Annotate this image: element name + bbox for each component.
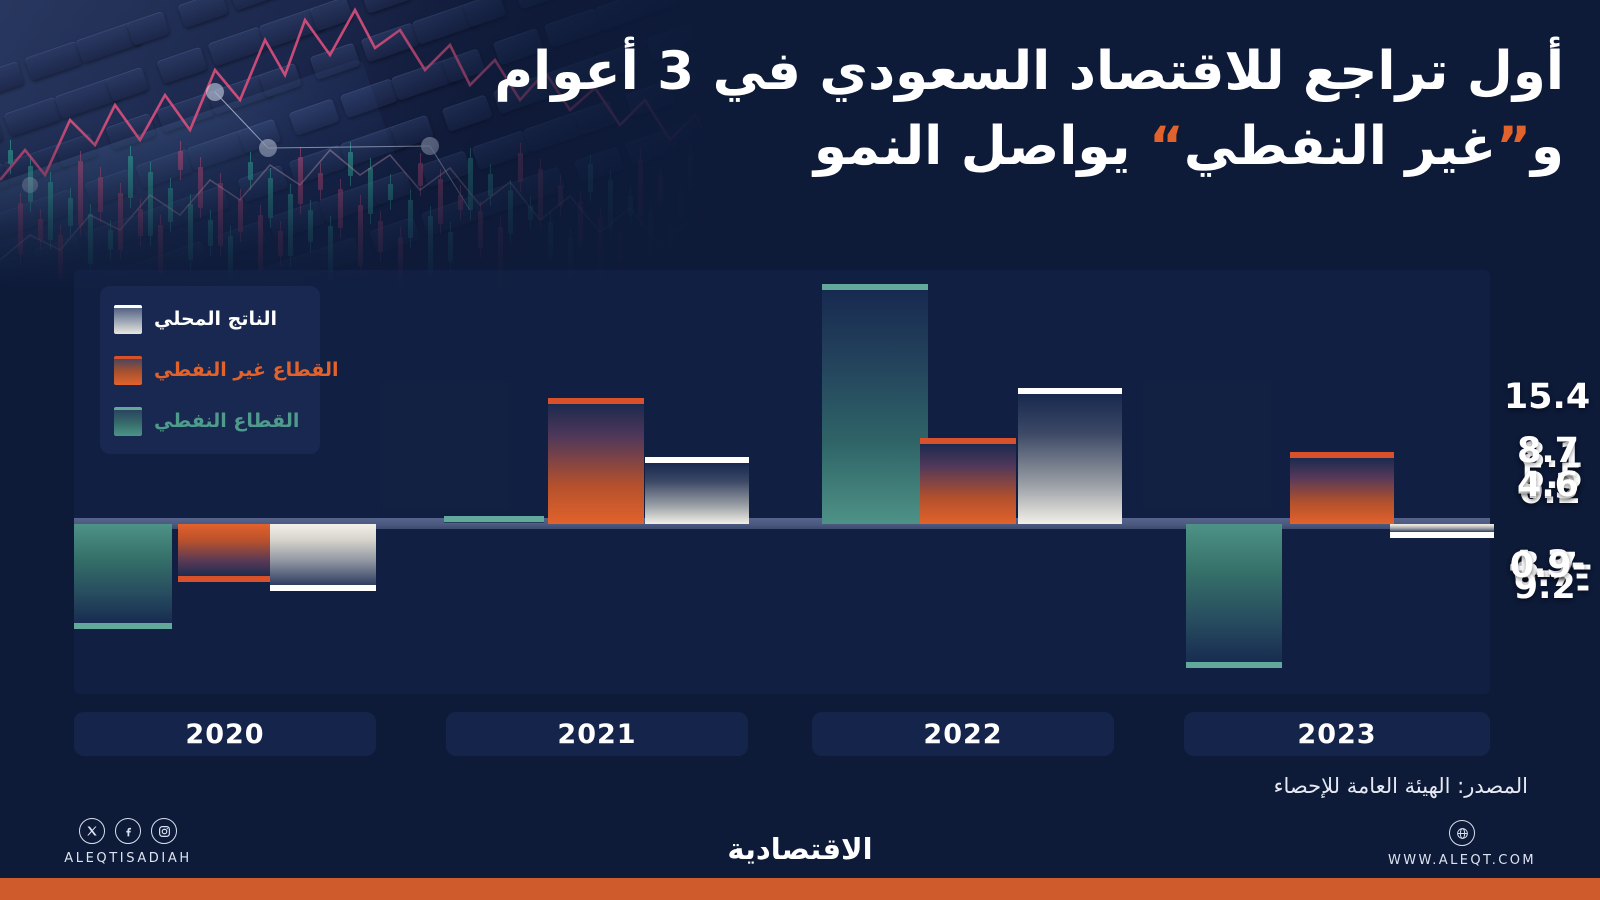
footer-website-text: WWW.ALEQT.COM: [1387, 853, 1537, 868]
footer-brand-handle: ALEQTISADIAH: [64, 851, 192, 866]
hero-background-image: [0, 0, 760, 290]
year-pill-2022[interactable]: 2022: [812, 712, 1114, 756]
year-axis: 2020 2021 2022 2023: [74, 712, 1490, 756]
footer-logo: الاقتصادية: [0, 832, 1600, 866]
title-highlight: غير النفطي: [1183, 116, 1497, 178]
footer-logo-text: الاقتصادية: [727, 832, 873, 866]
bar-value-gdp-2020: 4.3-: [1508, 544, 1586, 585]
legend-label-oil: القطاع النفطي: [154, 410, 300, 432]
footer: ALEQTISADIAH الاقتصادية WWW.ALEQT.COM: [0, 810, 1600, 878]
facebook-icon[interactable]: [115, 818, 141, 844]
legend-item-gdp[interactable]: الناتج المحلي: [114, 304, 306, 334]
chart-legend: الناتج المحلي القطاع غير النفطي القطاع ا…: [100, 286, 339, 454]
footer-website-block: WWW.ALEQT.COM: [1342, 820, 1582, 868]
bar-value-oil-2020: 6.7-: [1512, 555, 1590, 596]
title-suffix: يواصل النمو: [813, 116, 1149, 178]
year-pill-2020[interactable]: 2020: [74, 712, 376, 756]
bar-value-gdp-2022: 8.7: [1516, 431, 1579, 472]
hero-fade-overlay: [0, 0, 760, 290]
legend-swatch-gdp-icon: [114, 304, 142, 334]
year-pill-2023[interactable]: 2023: [1184, 712, 1490, 756]
bar-value-nonoil-2020: 3.7-: [1515, 546, 1593, 586]
bar-value-oil-2021: 0.2: [1518, 472, 1581, 512]
title-line-2: و”غير النفطي“ يواصل النمو: [504, 109, 1564, 184]
bar-value-nonoil-2023: 4.6: [1516, 464, 1579, 505]
title-prefix: و: [1531, 116, 1564, 178]
bar-value-gdp-2023: 0.9-: [1509, 546, 1587, 586]
bar-value-oil-2022: 15.4: [1503, 377, 1591, 418]
footer-social-block: ALEQTISADIAH: [18, 818, 238, 866]
year-label: 2020: [185, 718, 265, 750]
page-title: أول تراجع للاقتصاد السعودي في 3 أعوام و”…: [494, 34, 1564, 185]
legend-swatch-oil-icon: [114, 406, 142, 436]
social-icons-row: [18, 818, 238, 844]
x-icon[interactable]: [79, 818, 105, 844]
instagram-icon[interactable]: [151, 818, 177, 844]
legend-swatch-nonoil-icon: [114, 355, 142, 385]
bar-value-gdp-2021: 4.3: [1516, 467, 1579, 508]
globe-icon[interactable]: [1449, 820, 1475, 846]
bar-value-oil-2023: 9.2-: [1513, 567, 1591, 608]
zero-axis-line: [74, 518, 1490, 529]
title-line-1: أول تراجع للاقتصاد السعودي في 3 أعوام: [494, 41, 1564, 102]
year-label: 2022: [923, 718, 1003, 750]
bottom-accent-strip: [0, 878, 1600, 900]
quote-close: “: [1149, 116, 1184, 178]
year-pill-2021[interactable]: 2021: [446, 712, 748, 756]
legend-item-oil[interactable]: القطاع النفطي: [114, 406, 306, 436]
quote-open: ”: [1496, 116, 1532, 178]
legend-item-nonoil[interactable]: القطاع غير النفطي: [114, 355, 339, 385]
source-note: المصدر: الهيئة العامة للإحصاء: [1273, 774, 1528, 798]
year-label: 2023: [1297, 718, 1377, 750]
legend-label-gdp: الناتج المحلي: [154, 308, 278, 330]
legend-label-nonoil: القطاع غير النفطي: [154, 359, 339, 381]
bar-value-nonoil-2021: 8.1: [1520, 436, 1583, 477]
bar-value-nonoil-2022: 5.5: [1520, 457, 1583, 498]
year-label: 2021: [557, 718, 637, 750]
